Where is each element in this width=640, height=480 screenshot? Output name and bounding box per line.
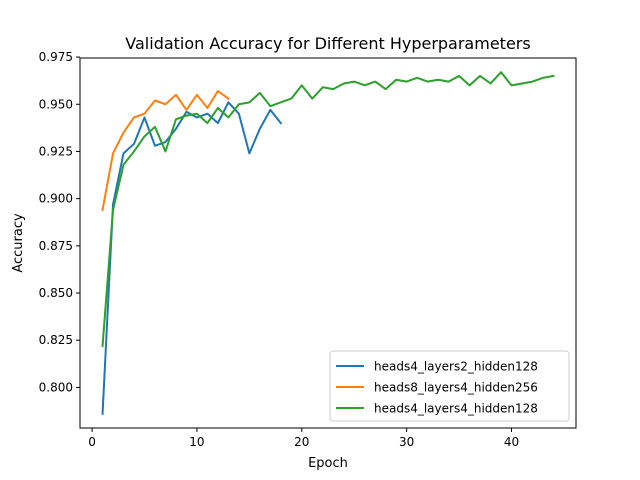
y-tick-label: 0.925 xyxy=(39,144,73,158)
x-tick-label: 40 xyxy=(504,435,519,449)
x-tick-label: 30 xyxy=(399,435,414,449)
legend-box xyxy=(329,350,570,422)
x-tick-label: 0 xyxy=(88,435,96,449)
legend-label-1: heads4_layers2_hidden128 xyxy=(374,360,538,374)
y-tick-label: 0.850 xyxy=(39,286,73,300)
y-tick-label: 0.950 xyxy=(39,97,73,111)
legend-label-2: heads8_layers4_hidden256 xyxy=(374,381,538,395)
chart-title: Validation Accuracy for Different Hyperp… xyxy=(125,34,530,53)
y-tick-label: 0.875 xyxy=(39,239,73,253)
x-axis: 0 10 20 30 40 xyxy=(88,428,519,449)
y-tick-label: 0.900 xyxy=(39,192,73,206)
y-axis-label: Accuracy xyxy=(11,213,26,273)
legend: heads4_layers2_hidden128 heads8_layers4_h… xyxy=(329,350,570,422)
y-tick-label: 0.975 xyxy=(39,50,73,64)
x-axis-label: Epoch xyxy=(308,456,348,471)
legend-label-3: heads4_layers4_hidden128 xyxy=(374,402,538,416)
x-tick-label: 10 xyxy=(189,435,204,449)
plot-lines xyxy=(101,71,555,415)
series-line-2 xyxy=(101,90,230,212)
plot-frame xyxy=(79,57,577,429)
x-tick-label: 20 xyxy=(294,435,309,449)
y-axis: 0.800 0.825 0.850 0.875 0.900 0.925 0.950 0.975 xyxy=(39,50,80,394)
series-line-3 xyxy=(101,71,555,347)
y-tick-label: 0.825 xyxy=(39,333,73,347)
y-tick-label: 0.800 xyxy=(39,380,73,394)
